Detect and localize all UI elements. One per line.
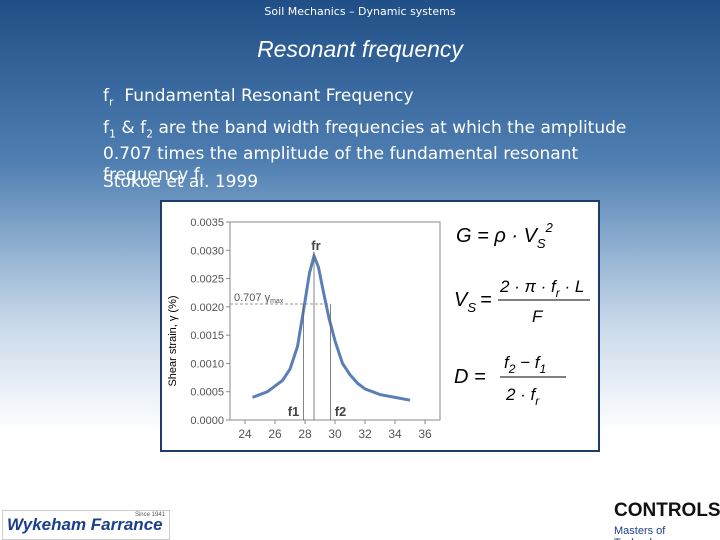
bullet: fr Fundamental Resonant Frequency [103,86,663,112]
formula: 2 · fr [505,385,540,408]
y-tick-label: 0.0020 [190,302,224,314]
x-tick-label: 28 [298,427,312,441]
part: · L [560,277,585,296]
formula: 2 · π · fr · L [499,277,584,300]
text: Stokoe et al. 1999 [103,172,259,192]
band-label: 0.707 γmax [234,292,284,305]
sub: 1 [540,362,547,376]
y-tick-label: 0.0010 [190,358,224,370]
header: Soil Mechanics – Dynamic systems [264,5,456,18]
bullet: Stokoe et al. 1999 [103,172,663,193]
left-logo: Wykeham Farrance Since 1941 [2,510,170,540]
part: − f [515,353,541,372]
line [251,251,411,402]
formula: F [532,307,544,326]
part: f [504,353,511,372]
bullet: f1 & f2 are the band width frequencies a… [103,118,663,192]
sub: S [537,236,546,251]
logo-tag: Masters of Technology [614,525,670,540]
right-logo: CONTROLS Masters of Technology [610,498,720,540]
x-tick-label: 30 [328,427,342,441]
part: 2 · π · f [499,277,558,296]
sub: r [109,95,114,109]
y-tick-label: 0.0030 [190,245,224,257]
y-tick-label: 0.0000 [190,415,224,427]
sub: 1 [109,127,116,141]
y-tick-label: 0.0005 [190,387,224,399]
x-tick-label: 32 [358,427,372,441]
plot-area [229,221,441,421]
logo-text: CONTROLS [614,500,720,521]
part: 2 · f [505,385,538,404]
part: G = ρ · V [456,225,539,247]
sub: S [467,300,476,315]
y-tick-label: 0.0015 [190,330,224,342]
formula: VS = [454,289,492,315]
x-tick-label: 24 [238,427,252,441]
y-axis-label: Shear strain, γ (%) [167,295,179,386]
text: f [103,118,109,138]
sub: 2 [146,127,154,141]
sub: r [556,286,561,300]
x-tick-label: 36 [418,427,432,441]
logo-text: Wykeham Farrance [7,515,163,534]
text: are the band width frequencies at which … [103,118,627,186]
y-tick-label: 0.0035 [190,217,224,229]
sub: r [535,394,540,408]
sub: max [270,298,284,305]
formula: f2 − f1 [504,353,546,376]
sub: r [199,174,205,188]
logo-since: Since 1941 [134,512,165,518]
title: Resonant frequency [257,36,463,62]
sub: 2 [508,362,516,376]
text: Fundamental Resonant Frequency [124,86,414,106]
x-tick-label: 34 [388,427,402,441]
marker-label: f1 [288,404,300,419]
text: f [103,86,109,106]
part: V [454,289,469,311]
marker-label: f2 [335,404,347,419]
marker-label: fr [311,238,320,253]
x-tick-label: 26 [268,427,282,441]
part: 0.707 γ [234,292,271,304]
formula: G = ρ · VS2 [456,220,554,251]
text: & f [116,118,147,138]
y-tick-label: 0.0025 [190,274,224,286]
sup: 2 [545,220,554,235]
formulas: G = ρ · VS2 VS = 2 · π · fr · L F D = f2 … [454,220,590,408]
formula: D = [454,366,486,388]
chart: G = ρ · VS2 VS = 2 · π · fr · L F D = f2 … [160,200,600,452]
part: = [480,289,492,311]
